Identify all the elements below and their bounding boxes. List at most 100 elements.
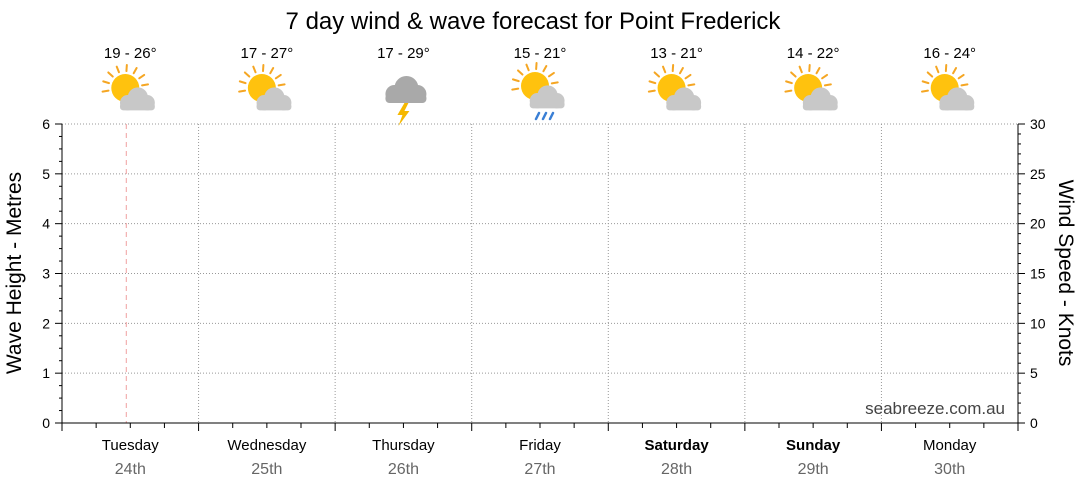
partly-cloudy-icon xyxy=(647,64,702,111)
sun-ray xyxy=(921,80,930,85)
y-axis-right-title: Wind Speed - Knots xyxy=(1054,180,1077,367)
day-temperature: 16 - 24° xyxy=(923,45,976,62)
cloud-base xyxy=(385,94,427,103)
sun-ray xyxy=(653,71,661,78)
sun-ray xyxy=(821,73,829,80)
days-layer: 19 - 26° Tuesday 24th 17 - 27° Wednesday 25th… xyxy=(101,45,977,478)
day-temperature: 17 - 29° xyxy=(377,45,430,62)
rain-drop xyxy=(541,111,548,121)
day-date-label: 30th xyxy=(934,461,965,478)
day-temperature: 17 - 27° xyxy=(241,45,294,62)
thunderstorm-icon xyxy=(385,76,427,126)
cloud-base xyxy=(529,100,565,109)
sun-ray xyxy=(274,73,282,80)
day-date-label: 26th xyxy=(388,461,419,478)
sun-ray xyxy=(550,81,559,85)
rain-drop xyxy=(534,111,541,121)
day-date-label: 29th xyxy=(798,461,829,478)
day-name-label: Friday xyxy=(519,437,561,454)
y-tick-label-left: 5 xyxy=(42,166,50,182)
partly-cloudy-icon xyxy=(101,64,155,111)
sun-ray xyxy=(935,65,940,74)
y-tick-label-right: 15 xyxy=(1030,266,1046,282)
sun-ray xyxy=(823,83,832,87)
sun-ray xyxy=(678,66,684,75)
sun-ray xyxy=(957,73,965,80)
day-name-label: Saturday xyxy=(644,437,709,454)
day-temperature: 19 - 26° xyxy=(104,45,157,62)
sun-ray xyxy=(238,80,247,85)
rain-drop xyxy=(548,111,555,121)
y-tick-label-left: 0 xyxy=(42,415,50,431)
y-tick-label-right: 10 xyxy=(1030,315,1046,331)
y-tick-label-right: 20 xyxy=(1030,216,1046,232)
sun-ray xyxy=(648,80,657,85)
y-tick-label-left: 4 xyxy=(42,216,50,232)
day-date-label: 25th xyxy=(251,461,282,478)
partly-cloudy-icon xyxy=(238,64,292,111)
sun-ray xyxy=(785,80,793,85)
cloud-base xyxy=(119,102,155,111)
sun-ray xyxy=(238,89,247,93)
sun-ray xyxy=(920,89,929,93)
sun-ray xyxy=(138,73,146,80)
chart-title: 7 day wind & wave forecast for Point Fre… xyxy=(286,8,782,35)
day-temperature: 14 - 22° xyxy=(787,45,840,62)
sun-ray xyxy=(101,89,110,93)
sun-ray xyxy=(511,78,520,83)
day-temperature: 15 - 21° xyxy=(514,45,567,62)
y-tick-label-left: 1 xyxy=(42,365,50,381)
sun-ray xyxy=(547,71,555,78)
sun-ray xyxy=(102,80,111,85)
sun-ray xyxy=(815,66,821,75)
day-temperature: 13 - 21° xyxy=(650,45,703,62)
y-tick-label-right: 0 xyxy=(1030,415,1038,431)
day-name-label: Tuesday xyxy=(102,437,159,454)
sun-ray xyxy=(525,63,530,72)
y-tick-label-right: 30 xyxy=(1030,116,1046,132)
sun-ray xyxy=(511,87,520,91)
y-tick-label-left: 2 xyxy=(42,315,50,331)
cloud-base xyxy=(939,102,975,111)
sun-ray xyxy=(960,83,969,87)
grid-layer xyxy=(62,123,1018,423)
sun-ray xyxy=(798,65,803,74)
y-axis-left-title: Wave Height - Metres xyxy=(3,172,26,374)
sun-ray xyxy=(687,83,696,87)
sun-ray xyxy=(252,65,257,74)
y-tick-label-right: 5 xyxy=(1030,365,1038,381)
cloud-base xyxy=(802,102,838,111)
cloud-base xyxy=(666,102,702,111)
sun-ray xyxy=(952,66,958,75)
day-name-label: Sunday xyxy=(786,437,841,454)
y-tick-label-right: 25 xyxy=(1030,166,1046,182)
day-name-label: Thursday xyxy=(372,437,435,454)
day-name-label: Monday xyxy=(923,437,977,454)
shower-icon xyxy=(511,62,565,121)
day-date-label: 24th xyxy=(115,461,146,478)
sun-ray xyxy=(784,89,793,93)
y-tick-label-left: 3 xyxy=(42,266,50,282)
sun-ray xyxy=(926,71,934,78)
cloud-base xyxy=(256,102,292,111)
sun-ray xyxy=(107,71,114,78)
sun-ray xyxy=(517,69,524,76)
partly-cloudy-icon xyxy=(784,64,838,111)
sun-ray xyxy=(647,89,656,93)
sun-ray xyxy=(684,73,692,80)
sun-ray xyxy=(542,64,548,73)
credit-watermark: seabreeze.com.au xyxy=(865,399,1005,418)
sun-ray xyxy=(141,83,150,87)
axes-layer: 0 1 2 3 4 5 6 0 5 10 15 20 25 30 xyxy=(42,116,1046,431)
day-date-label: 28th xyxy=(661,461,692,478)
lightning-bolt xyxy=(397,103,410,126)
partly-cloudy-icon xyxy=(920,64,975,111)
sun-ray xyxy=(790,71,797,78)
sun-ray xyxy=(269,66,275,75)
sun-ray xyxy=(115,65,120,74)
day-name-label: Wednesday xyxy=(227,437,306,454)
sun-ray xyxy=(243,71,251,78)
day-date-label: 27th xyxy=(524,461,555,478)
